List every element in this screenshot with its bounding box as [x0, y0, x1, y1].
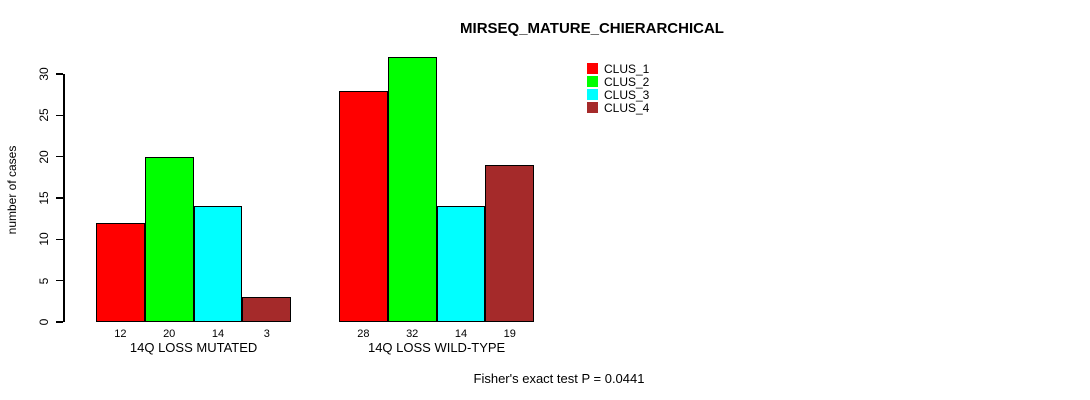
bar-clus_3-group1 [193, 206, 243, 322]
bar-clus_1-group2 [339, 90, 388, 322]
bar-clus_4-group1 [242, 297, 292, 322]
y-axis-line [63, 74, 65, 322]
legend-item-clus_2: CLUS_2 [587, 74, 650, 89]
bar-clus_2-group2 [387, 57, 437, 322]
legend-swatch-icon [587, 76, 598, 87]
y-axis-tick [56, 73, 63, 75]
legend-label: CLUS_3 [604, 87, 650, 102]
legend-item-clus_1: CLUS_1 [587, 61, 650, 76]
y-axis-tick-label: 20 [37, 149, 51, 164]
legend-item-clus_3: CLUS_3 [587, 87, 650, 102]
bar-clus_2-group1 [144, 156, 194, 322]
chart-title: MIRSEQ_MATURE_CHIERARCHICAL [460, 20, 724, 37]
bar-value-label: 20 [163, 328, 176, 340]
x-group-label: 14Q LOSS WILD-TYPE [367, 340, 506, 355]
bar-clus_4-group2 [485, 164, 535, 322]
y-axis-tick [56, 279, 63, 282]
legend-swatch-icon [587, 102, 598, 113]
bar-value-label: 28 [357, 328, 370, 340]
y-axis-tick-label: 10 [37, 232, 51, 247]
y-axis-tick [56, 238, 63, 241]
legend-item-clus_4: CLUS_4 [587, 100, 650, 115]
bar-clus_1-group1 [96, 222, 145, 322]
y-axis-tick [56, 321, 63, 323]
bar-value-label: 19 [503, 328, 516, 340]
legend-label: CLUS_1 [604, 61, 650, 76]
legend-swatch-icon [587, 63, 598, 74]
y-axis-tick [56, 197, 63, 199]
bar-value-label: 14 [211, 328, 225, 340]
y-axis-tick-label: 25 [37, 108, 51, 123]
y-axis-tick-label: 15 [37, 191, 51, 205]
y-axis-tick [56, 155, 63, 158]
legend-swatch-icon [587, 89, 598, 100]
legend: CLUS_1 CLUS_2 CLUS_3 CLUS_4 [587, 61, 650, 115]
footer-annotation: Fisher's exact test P = 0.0441 [473, 371, 645, 386]
bar-value-label: 32 [406, 328, 419, 340]
y-axis-tick-label: 0 [37, 318, 51, 326]
y-axis-tick-label: 30 [37, 67, 51, 81]
x-group-label: 14Q LOSS MUTATED [129, 340, 258, 355]
legend-label: CLUS_4 [604, 100, 650, 115]
y-axis-tick [56, 114, 63, 117]
bar-clus_3-group2 [436, 206, 486, 322]
bar-value-label: 12 [114, 328, 127, 340]
bar-value-label: 14 [454, 328, 468, 340]
legend-label: CLUS_2 [604, 74, 650, 89]
y-axis-label: number of cases [5, 145, 19, 235]
y-axis-tick-label: 5 [37, 277, 51, 284]
bar-value-label: 3 [263, 328, 270, 340]
